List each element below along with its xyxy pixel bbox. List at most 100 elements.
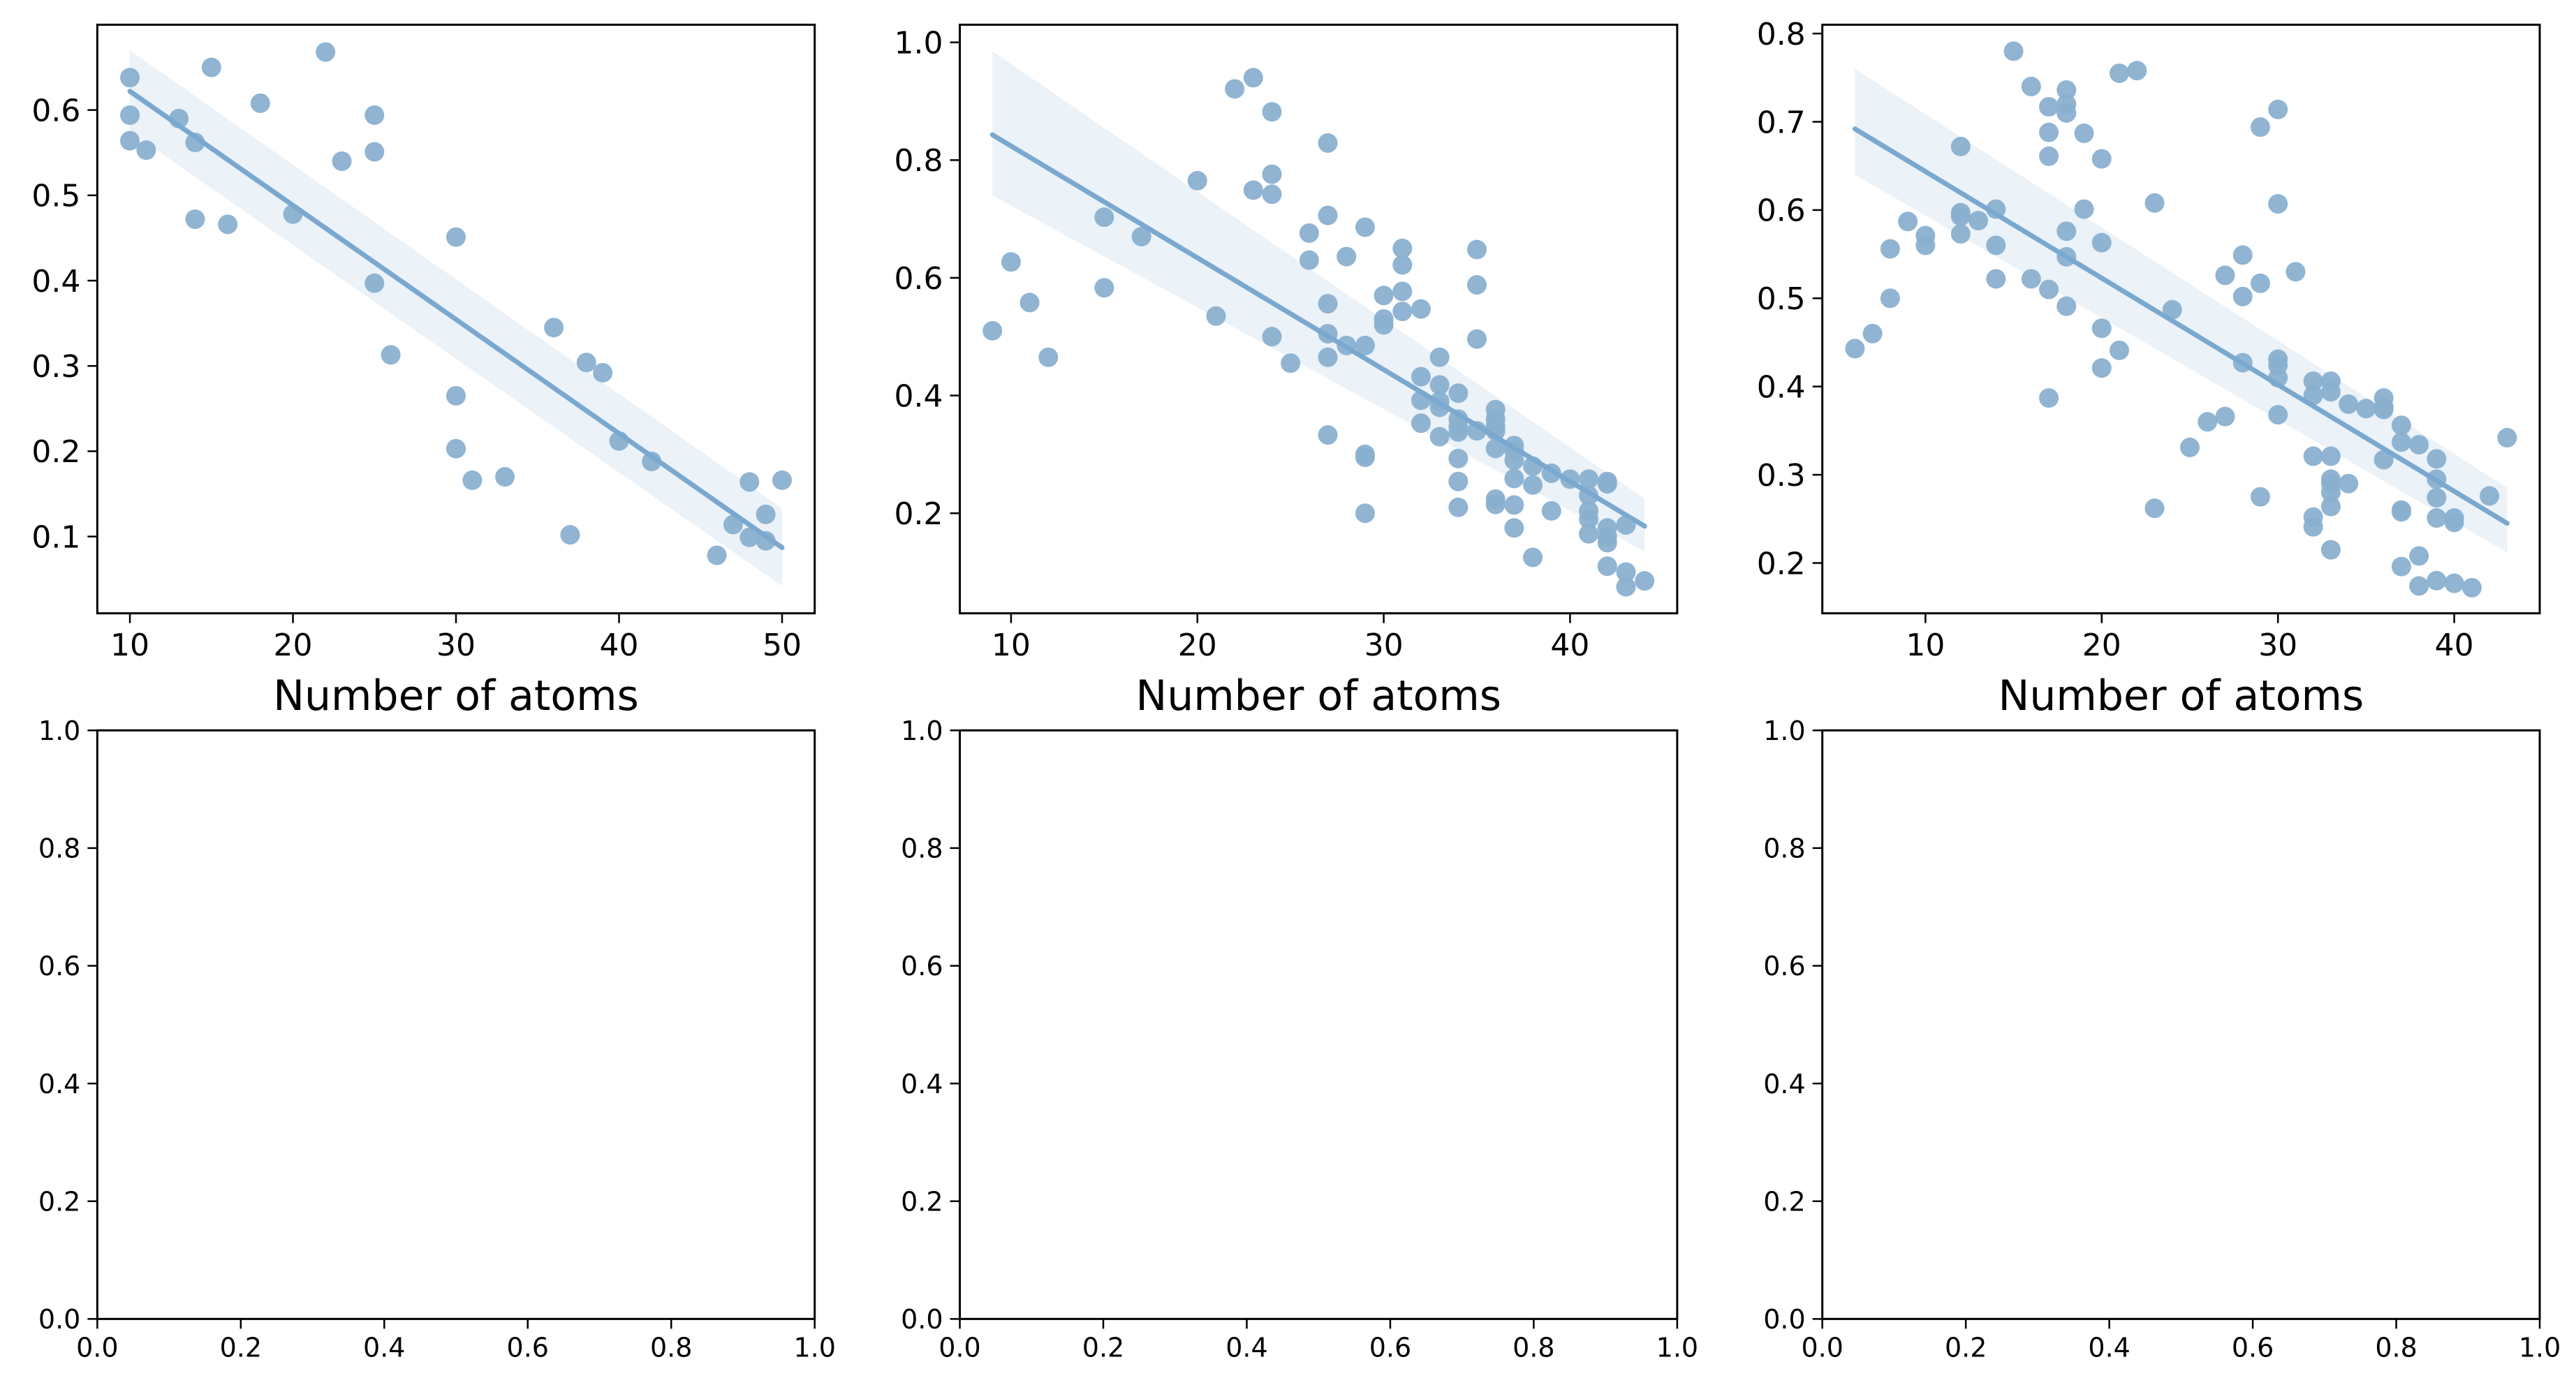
- data-point-56: [1467, 239, 1487, 260]
- data-point-5: [1898, 212, 1918, 232]
- data-point-77: [2373, 399, 2394, 420]
- data-point-16: [1262, 327, 1282, 347]
- data-point-29: [707, 545, 727, 565]
- data-point-7: [185, 209, 205, 230]
- x-tick-label: 0.0: [1801, 1332, 1843, 1363]
- x-tick-label: 10: [110, 628, 149, 663]
- data-point-18: [2021, 269, 2041, 289]
- data-point-94: [2444, 573, 2464, 593]
- axes-frame: [959, 23, 1679, 615]
- data-point-35: [2091, 358, 2112, 378]
- data-point-78: [2373, 450, 2394, 470]
- x-tick-label: 0.8: [2375, 1332, 2417, 1363]
- data-point-21: [1318, 205, 1338, 225]
- x-tick-label: 0.6: [1369, 1332, 1411, 1363]
- data-point-89: [1597, 556, 1617, 577]
- data-point-20: [446, 438, 466, 459]
- data-point-45: [2215, 406, 2235, 427]
- subplot-1: 10 20 30 40 50 0.1 0.2 0.3 0.4 0.5 0.6 Number of at…: [31, 23, 816, 720]
- data-point-43: [1411, 413, 1431, 434]
- data-point-21: [462, 470, 483, 490]
- x-tick-label: 0.6: [507, 1332, 549, 1363]
- data-point-63: [2303, 517, 2323, 537]
- x-tick-label: 0.2: [1082, 1332, 1124, 1363]
- data-point-33: [1374, 286, 1394, 306]
- y-tick-label: 0.2: [38, 1186, 80, 1217]
- data-point-4: [1880, 288, 1900, 309]
- data-point-7: [1131, 226, 1151, 246]
- data-point-36: [1392, 238, 1413, 258]
- data-point-38: [1392, 281, 1413, 302]
- y-tick-label: 0.3: [31, 349, 80, 385]
- y-tick-label: 0.6: [1763, 951, 1805, 982]
- x-tick-label: 0.8: [1513, 1332, 1554, 1363]
- subplot-6: 0.0 0.2 0.4 0.6 0.8 1.0 0.0 0.2 0.4 0.6 0.8 1.0: [1763, 716, 2561, 1363]
- data-point-35: [1374, 315, 1394, 335]
- data-point-70: [1504, 468, 1524, 489]
- data-point-32: [2091, 149, 2112, 169]
- data-point-52: [2268, 99, 2288, 119]
- data-point-52: [1448, 422, 1469, 442]
- data-point-29: [1355, 335, 1375, 355]
- data-point-13: [1986, 199, 2006, 219]
- data-point-47: [2232, 286, 2253, 306]
- data-point-32: [739, 527, 760, 547]
- y-tick-label: 1.0: [38, 716, 80, 746]
- data-point-61: [2303, 446, 2323, 466]
- y-tick-label: 0.2: [31, 434, 80, 470]
- data-point-1: [1845, 339, 1865, 359]
- data-point-90: [2427, 508, 2447, 528]
- x-tick-label: 0.6: [2232, 1332, 2274, 1363]
- y-tick-label: 0.1: [31, 519, 80, 555]
- x-tick-label: 50: [763, 628, 802, 663]
- data-point-17: [1281, 353, 1301, 373]
- data-point-22: [2039, 279, 2059, 299]
- y-tick-label: 0.6: [901, 951, 943, 982]
- data-point-32: [1355, 503, 1375, 524]
- data-point-24: [560, 525, 580, 545]
- x-tick-label: 40: [2435, 628, 2474, 663]
- data-point-58: [1467, 329, 1487, 349]
- data-point-34: [2091, 318, 2112, 339]
- data-point-5: [1094, 207, 1114, 228]
- data-point-8: [1950, 136, 1971, 156]
- y-tick-label: 0.8: [38, 834, 80, 864]
- y-tick-label: 0.8: [895, 143, 943, 179]
- x-tick-label: 0.4: [1226, 1332, 1267, 1363]
- data-point-35: [772, 470, 792, 490]
- x-tick-label: 20: [1178, 628, 1217, 663]
- x-tick-label: 10: [992, 628, 1031, 663]
- y-tick-label: 0.4: [901, 1069, 943, 1099]
- axes-frame: [1821, 729, 2541, 1320]
- data-point-97: [2497, 428, 2517, 448]
- axes-frame: [959, 729, 1679, 1320]
- data-point-89: [2427, 487, 2447, 508]
- data-point-25: [576, 353, 596, 373]
- data-point-19: [446, 385, 466, 406]
- data-point-95: [2461, 577, 2482, 598]
- data-point-91: [2427, 570, 2447, 591]
- data-point-33: [756, 504, 776, 524]
- data-point-10: [1950, 206, 1971, 226]
- data-point-3: [120, 131, 140, 151]
- data-point-21: [2039, 146, 2059, 166]
- data-point-18: [1299, 223, 1319, 243]
- data-point-84: [2409, 435, 2429, 455]
- data-point-93: [1635, 571, 1655, 591]
- x-axis-title: Number of atoms: [273, 672, 639, 720]
- data-point-23: [544, 318, 564, 338]
- data-point-31: [739, 472, 760, 492]
- data-point-4: [136, 140, 156, 161]
- x-tick-label: 0.0: [76, 1332, 118, 1363]
- regression-line: [989, 132, 1647, 529]
- data-point-66: [2320, 446, 2341, 466]
- axes-frame: [96, 23, 816, 615]
- regression-line: [127, 89, 785, 550]
- data-point-48: [1429, 427, 1450, 447]
- subplot-3: 10 20 30 40 0.2 0.3 0.4 0.5 0.6 0.7 0.8 Number of a…: [1757, 17, 2541, 720]
- x-tick-label: 1.0: [793, 1332, 835, 1363]
- data-point-16: [2003, 41, 2024, 61]
- y-tick-label: 0.0: [901, 1304, 943, 1335]
- data-point-41: [1411, 366, 1431, 387]
